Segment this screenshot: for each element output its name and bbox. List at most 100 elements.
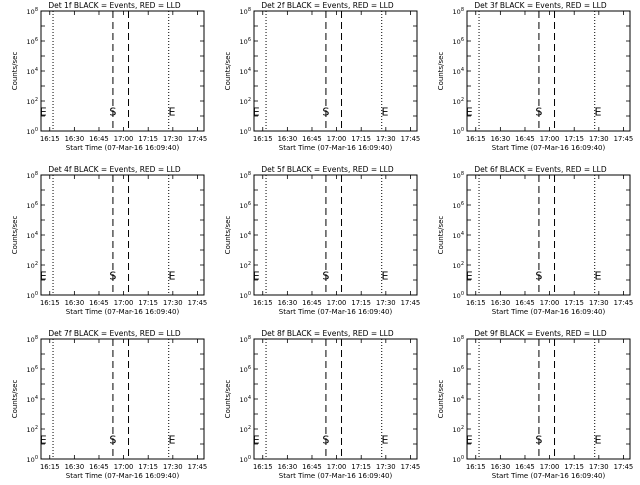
y-tick-label: 102 [453, 425, 464, 434]
detector-panel-5: Det 5f BLACK = Events, RED = LLD 100 102 10… [224, 165, 420, 316]
y-tick-label: 100 [240, 291, 251, 300]
x-tick-label: 17:15 [564, 463, 584, 471]
x-tick-label: 17:15 [351, 135, 371, 143]
x-tick-label: 17:45 [614, 135, 634, 143]
x-tick-label: 17:45 [614, 463, 634, 471]
y-tick-label: 104 [27, 67, 38, 76]
y-tick-label: 106 [27, 37, 38, 46]
y-tick-label: 104 [240, 395, 251, 404]
x-axis-label: Start Time (07-Mar-16 16:09:40) [66, 308, 180, 316]
x-tick-label: 17:00 [327, 299, 347, 307]
panel-title: Det 3f BLACK = Events, RED = LLD [474, 1, 607, 10]
marker-e: E [169, 269, 176, 282]
y-tick-label: 102 [27, 97, 38, 106]
x-tick-label: 17:00 [540, 299, 560, 307]
x-tick-label: 16:30 [278, 299, 298, 307]
y-axis-label: Counts/sec [11, 52, 19, 91]
x-tick-label: 17:45 [188, 299, 208, 307]
y-axis-label: Counts/sec [11, 380, 19, 419]
detector-panel-8: Det 8f BLACK = Events, RED = LLD 100 102 10… [224, 329, 420, 480]
y-tick-label: 108 [453, 335, 464, 344]
y-axis-label: Counts/sec [437, 52, 445, 91]
detector-panel-7: Det 7f BLACK = Events, RED = LLD 100 102 10… [11, 329, 207, 480]
detector-panel-4: Det 4f BLACK = Events, RED = LLD 100 102 10… [11, 165, 207, 316]
marker-e: E [466, 105, 473, 118]
y-tick-label: 104 [27, 231, 38, 240]
plot-frame [40, 338, 205, 460]
marker-e: E [253, 105, 260, 118]
plot-frame [466, 338, 631, 460]
plot-frame [40, 174, 205, 296]
y-tick-label: 104 [453, 67, 464, 76]
x-tick-label: 17:30 [589, 299, 609, 307]
y-tick-label: 102 [453, 97, 464, 106]
x-tick-label: 17:30 [163, 299, 183, 307]
y-tick-label: 104 [240, 67, 251, 76]
x-axis-label: Start Time (07-Mar-16 16:09:40) [279, 308, 393, 316]
x-axis-label: Start Time (07-Mar-16 16:09:40) [66, 144, 180, 152]
x-tick-label: 16:30 [278, 135, 298, 143]
x-axis-label: Start Time (07-Mar-16 16:09:40) [492, 308, 606, 316]
y-tick-label: 106 [240, 201, 251, 210]
x-tick-label: 16:30 [278, 463, 298, 471]
detector-panel-6: Det 6f BLACK = Events, RED = LLD 100 102 10… [437, 165, 633, 316]
y-tick-label: 102 [240, 97, 251, 106]
y-tick-label: 102 [27, 425, 38, 434]
marker-s: S [322, 433, 329, 446]
x-tick-label: 16:45 [515, 135, 535, 143]
x-tick-label: 16:30 [65, 463, 85, 471]
marker-e: E [253, 433, 260, 446]
marker-e: E [253, 269, 260, 282]
marker-e: E [40, 105, 47, 118]
x-tick-label: 17:45 [401, 463, 421, 471]
x-tick-label: 17:00 [114, 463, 134, 471]
detector-panel-9: Det 9f BLACK = Events, RED = LLD 100 102 10… [437, 329, 633, 480]
x-tick-label: 17:45 [188, 463, 208, 471]
y-tick-label: 100 [27, 127, 38, 136]
x-tick-label: 16:45 [515, 463, 535, 471]
y-tick-label: 108 [27, 7, 38, 16]
panel-title: Det 2f BLACK = Events, RED = LLD [261, 1, 394, 10]
x-tick-label: 17:15 [138, 135, 158, 143]
x-tick-label: 17:00 [540, 135, 560, 143]
y-tick-label: 106 [453, 365, 464, 374]
panel-title: Det 7f BLACK = Events, RED = LLD [48, 329, 181, 338]
x-tick-label: 16:15 [40, 299, 60, 307]
x-tick-label: 17:45 [614, 299, 634, 307]
marker-e: E [169, 105, 176, 118]
x-tick-label: 16:15 [466, 299, 486, 307]
marker-e: E [382, 433, 389, 446]
plot-frame [466, 10, 631, 132]
y-axis-label: Counts/sec [224, 52, 232, 91]
y-tick-label: 106 [27, 365, 38, 374]
y-tick-label: 100 [453, 291, 464, 300]
x-tick-label: 17:00 [114, 135, 134, 143]
x-tick-label: 16:45 [89, 135, 109, 143]
x-tick-label: 17:00 [327, 135, 347, 143]
marker-s: S [322, 269, 329, 282]
y-tick-label: 102 [27, 261, 38, 270]
x-tick-label: 17:00 [327, 463, 347, 471]
y-tick-label: 104 [453, 231, 464, 240]
x-tick-label: 17:30 [163, 135, 183, 143]
x-tick-label: 17:30 [376, 463, 396, 471]
x-tick-label: 16:45 [89, 463, 109, 471]
x-tick-label: 16:45 [302, 135, 322, 143]
y-tick-label: 102 [240, 425, 251, 434]
y-tick-label: 108 [240, 7, 251, 16]
plot-frame [40, 10, 205, 132]
marker-s: S [109, 433, 116, 446]
x-tick-label: 16:15 [466, 135, 486, 143]
y-tick-label: 108 [27, 335, 38, 344]
x-tick-label: 16:45 [89, 299, 109, 307]
panel-title: Det 4f BLACK = Events, RED = LLD [48, 165, 181, 174]
marker-e: E [466, 433, 473, 446]
x-tick-label: 17:45 [401, 135, 421, 143]
x-tick-label: 16:30 [491, 463, 511, 471]
x-tick-label: 16:15 [40, 135, 60, 143]
marker-e: E [466, 269, 473, 282]
x-axis-label: Start Time (07-Mar-16 16:09:40) [492, 472, 606, 480]
y-tick-label: 104 [27, 395, 38, 404]
detector-panel-2: Det 2f BLACK = Events, RED = LLD 100 102 10… [224, 1, 420, 152]
